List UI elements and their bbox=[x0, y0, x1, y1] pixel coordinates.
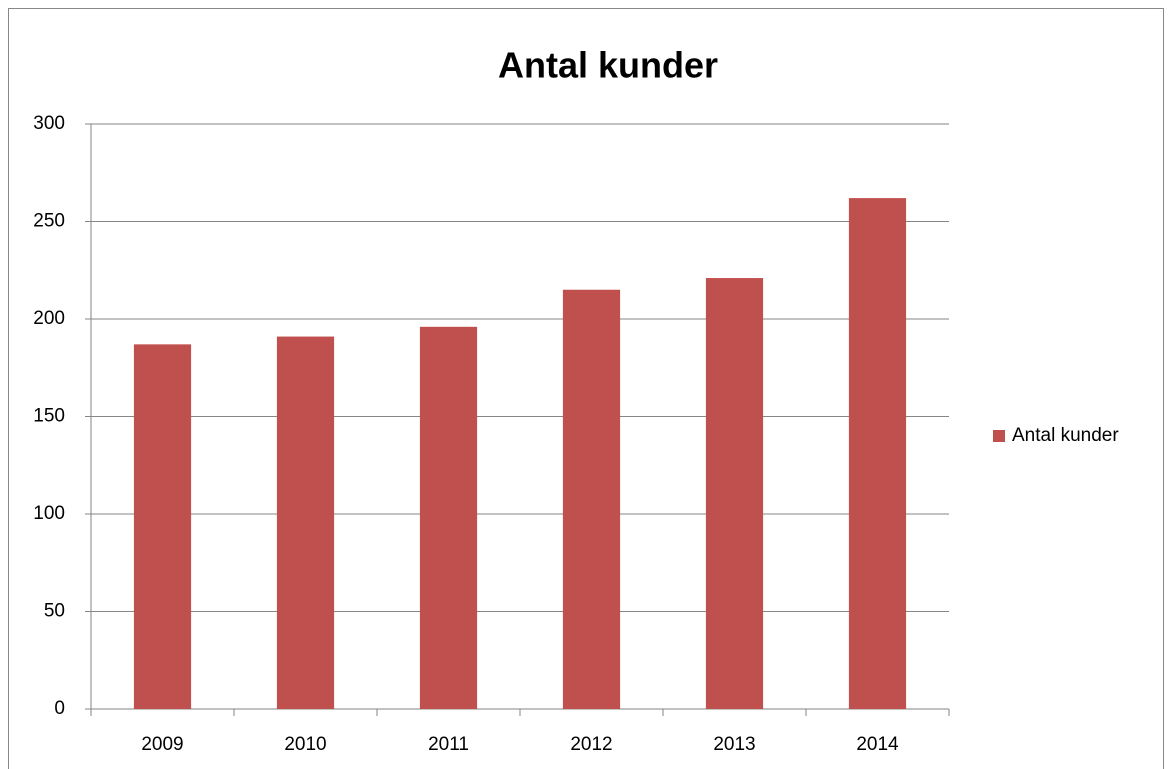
bar bbox=[705, 278, 764, 709]
y-tick-label: 50 bbox=[44, 601, 65, 622]
legend-swatch bbox=[993, 430, 1005, 442]
bar bbox=[562, 289, 621, 709]
y-tick-label: 100 bbox=[33, 503, 65, 524]
y-tick-label: 200 bbox=[33, 308, 65, 329]
y-tick-label: 300 bbox=[33, 113, 65, 134]
chart-title: Antal kunder bbox=[498, 45, 718, 86]
bar bbox=[133, 344, 192, 709]
legend-label: Antal kunder bbox=[1012, 425, 1119, 446]
x-tick-label: 2009 bbox=[141, 734, 183, 755]
bar bbox=[276, 336, 335, 709]
x-tick-label: 2014 bbox=[856, 734, 899, 755]
y-tick-label: 0 bbox=[54, 698, 65, 719]
x-tick-label: 2011 bbox=[428, 734, 469, 755]
x-tick-label: 2012 bbox=[570, 734, 612, 755]
x-tick-label: 2010 bbox=[284, 734, 326, 755]
y-tick-label: 150 bbox=[33, 406, 65, 427]
bar bbox=[848, 198, 907, 709]
bar bbox=[419, 326, 478, 709]
y-tick-label: 250 bbox=[33, 211, 65, 232]
x-tick-label: 2013 bbox=[713, 734, 755, 755]
